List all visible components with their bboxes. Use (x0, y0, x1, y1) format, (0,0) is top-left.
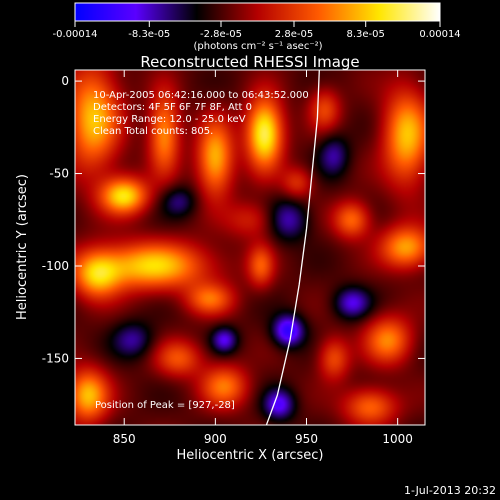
y-tick-label: -150 (42, 351, 69, 365)
y-tick-label: -100 (42, 259, 69, 273)
x-axis-tick-labels: 850 900 950 1000 (113, 432, 413, 446)
y-tick-label: -50 (49, 167, 69, 181)
colorbar-tick-label: -8.3e-05 (128, 29, 170, 40)
y-axis-ticks (75, 80, 425, 359)
colorbar-tick-labels: -0.00014 -8.3e-05 -2.8e-05 2.8e-05 8.3e-05 0.… (53, 29, 461, 40)
annotation-line: Energy Range: 12.0 - 25.0 keV (93, 114, 246, 125)
observation-annotations: 10-Apr-2005 06:42:16.000 to 06:43:52.000… (93, 90, 309, 137)
x-tick-label: 900 (204, 432, 227, 446)
x-axis-label: Heliocentric X (arcsec) (177, 448, 324, 463)
colorbar-tick-label: -2.8e-05 (200, 29, 242, 40)
plot-frame (74, 69, 426, 426)
x-axis-ticks (123, 70, 399, 425)
x-tick-label: 850 (113, 432, 136, 446)
annotation-line: Clean Total counts: 805. (93, 126, 213, 137)
peak-position-label: Position of Peak = [927,-28] (95, 400, 235, 411)
y-axis-tick-labels: 0 -50 -100 -150 (42, 74, 69, 365)
x-tick-label: 950 (295, 432, 318, 446)
colorbar-tick-label: 8.3e-05 (347, 29, 385, 40)
heatmap-image (75, 70, 425, 425)
plot-area (74, 69, 426, 426)
colorbar-units-label: (photons cm⁻² s⁻¹ asec⁻²) (193, 41, 322, 52)
colorbar-ticks (74, 21, 441, 27)
solar-limb-line (265, 70, 320, 425)
colorbar-tick-label: 0.00014 (419, 29, 460, 40)
colorbar-tick-label: -0.00014 (53, 29, 98, 40)
y-tick-label: 0 (61, 74, 69, 88)
annotation-line: Detectors: 4F 5F 6F 7F 8F, Att 0 (93, 102, 252, 113)
colorbar-gradient (74, 2, 441, 22)
colorbar-tick-label: 2.8e-05 (275, 29, 313, 40)
y-axis-label: Heliocentric Y (arcsec) (15, 174, 30, 320)
colorbar: -0.00014 -8.3e-05 -2.8e-05 2.8e-05 8.3e-05 0.… (53, 2, 461, 52)
x-tick-label: 1000 (382, 432, 413, 446)
annotation-line: 10-Apr-2005 06:42:16.000 to 06:43:52.000 (93, 90, 309, 101)
chart-title: Reconstructed RHESSI Image (140, 53, 359, 71)
plot-timestamp: 1-Jul-2013 20:32 (404, 484, 496, 497)
